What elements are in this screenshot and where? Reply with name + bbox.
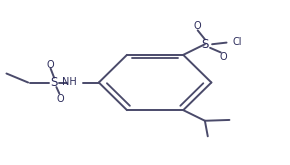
Text: O: O <box>47 60 55 69</box>
Text: Cl: Cl <box>233 37 242 47</box>
Text: NH: NH <box>62 77 77 87</box>
Text: O: O <box>194 21 202 31</box>
Text: O: O <box>57 94 65 104</box>
Text: O: O <box>219 52 227 62</box>
Text: S: S <box>201 38 209 51</box>
Text: S: S <box>50 76 58 89</box>
